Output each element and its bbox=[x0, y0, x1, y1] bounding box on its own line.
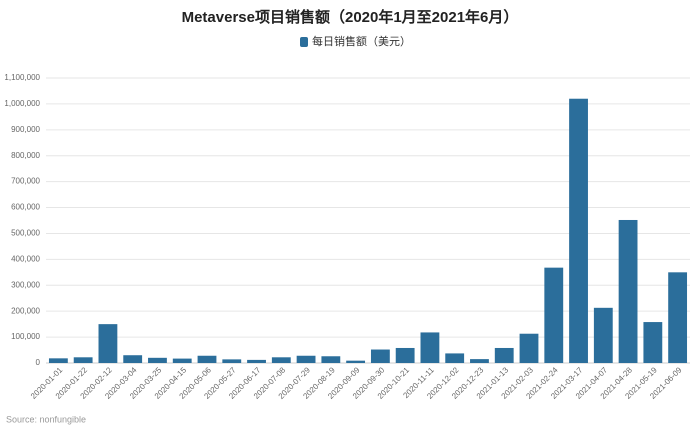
bar bbox=[197, 355, 217, 363]
bar bbox=[618, 219, 638, 363]
source-note: Source: nonfungible bbox=[6, 414, 86, 424]
y-tick-label: 200,000 bbox=[11, 306, 40, 315]
bar bbox=[420, 332, 440, 363]
bar bbox=[73, 357, 93, 363]
y-tick-label: 600,000 bbox=[11, 203, 40, 212]
bar bbox=[247, 359, 266, 363]
bar bbox=[271, 357, 291, 363]
y-tick-label: 800,000 bbox=[11, 151, 40, 160]
y-tick-label: 500,000 bbox=[11, 229, 40, 238]
bar bbox=[321, 356, 341, 363]
y-tick-label: 400,000 bbox=[11, 254, 40, 263]
bar bbox=[48, 358, 68, 363]
bar bbox=[544, 267, 564, 363]
y-tick-label: 100,000 bbox=[11, 332, 40, 341]
y-tick-label: 1,000,000 bbox=[4, 99, 40, 108]
bar bbox=[395, 347, 415, 363]
bar bbox=[519, 333, 539, 363]
bar bbox=[296, 355, 316, 363]
bar bbox=[668, 272, 688, 363]
bar bbox=[98, 324, 118, 363]
bar bbox=[494, 347, 514, 363]
legend-swatch bbox=[300, 37, 308, 47]
bar bbox=[593, 307, 613, 363]
y-tick-label: 1,100,000 bbox=[4, 73, 40, 82]
y-tick-label: 0 bbox=[36, 358, 41, 367]
bar bbox=[445, 353, 465, 363]
y-tick-label: 700,000 bbox=[11, 177, 40, 186]
bar bbox=[470, 359, 489, 363]
y-tick-label: 900,000 bbox=[11, 125, 40, 134]
bar bbox=[569, 98, 588, 364]
chart-title: Metaverse项目销售额（2020年1月至2021年6月） bbox=[182, 8, 519, 26]
bar bbox=[222, 359, 242, 363]
legend-label: 每日销售额（美元） bbox=[312, 34, 411, 48]
bar bbox=[172, 358, 192, 363]
bar bbox=[346, 360, 366, 363]
bar bbox=[123, 355, 143, 363]
bar bbox=[370, 349, 390, 363]
y-tick-label: 300,000 bbox=[11, 280, 40, 289]
bar bbox=[643, 322, 663, 363]
bar bbox=[148, 357, 167, 363]
